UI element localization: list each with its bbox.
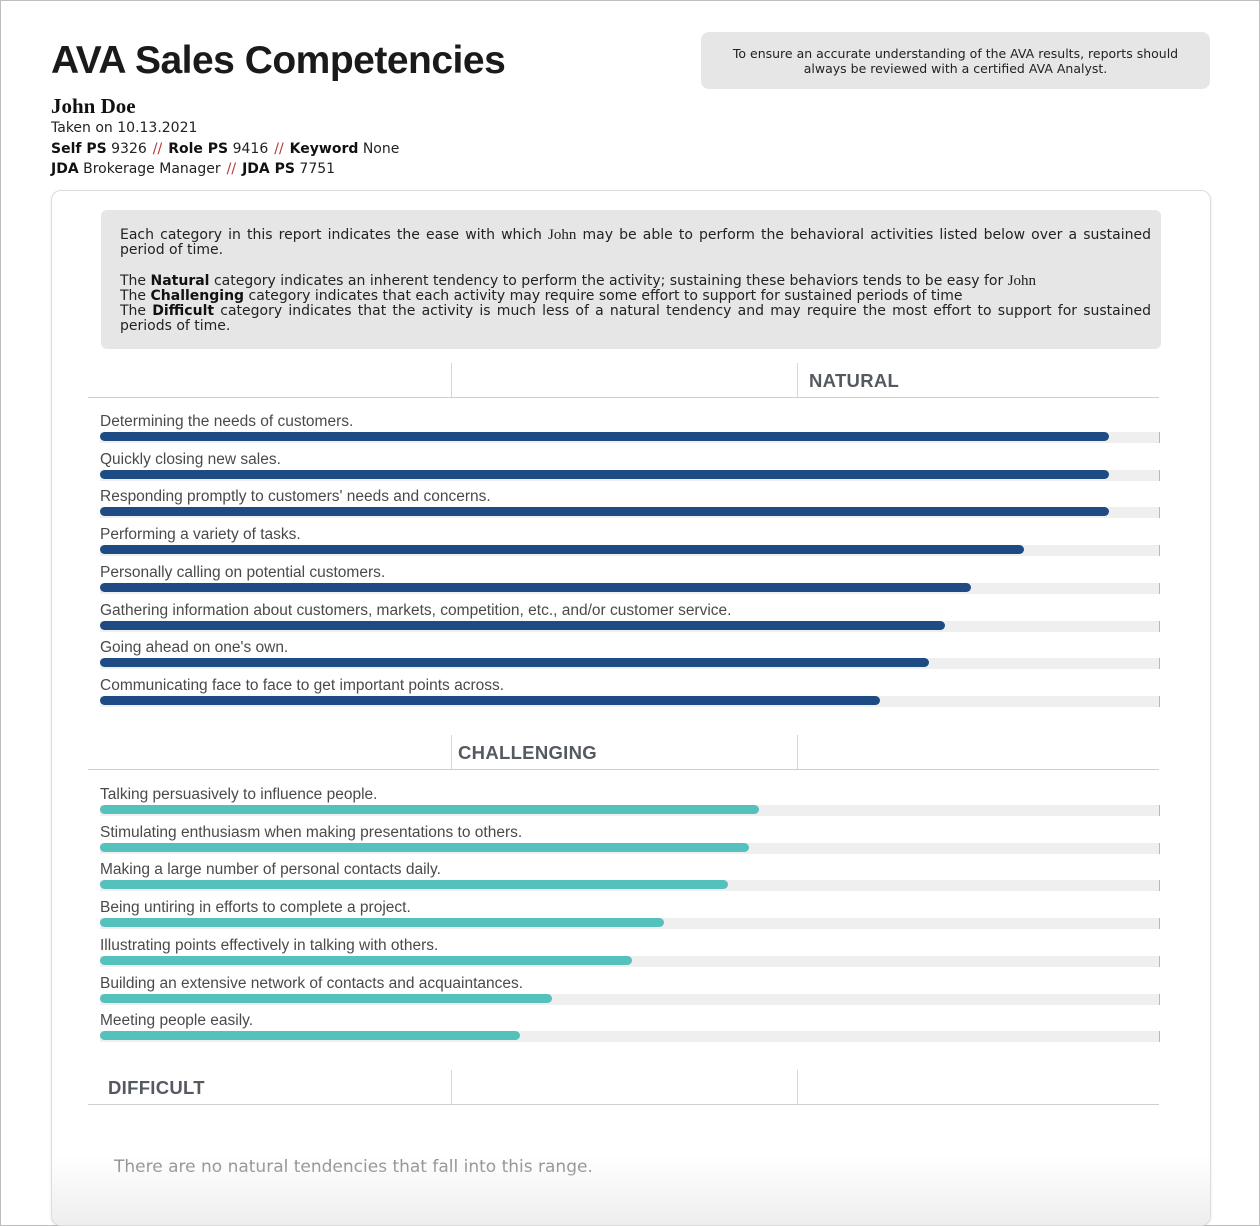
ps-line: Self PS 9326 // Role PS 9416 // Keyword None	[51, 139, 751, 160]
keyword-label: Keyword	[289, 140, 359, 157]
competency-row: Meeting people easily.	[100, 1012, 1160, 1046]
competency-bar-track	[100, 918, 1160, 930]
jda-label: JDA	[51, 161, 79, 177]
competency-bar-fill	[100, 658, 929, 668]
competency-label: Quickly closing new sales.	[100, 450, 281, 468]
jda-value: Brokerage Manager	[83, 161, 221, 177]
competencies-card: Each category in this report indicates t…	[51, 190, 1211, 1226]
competency-label: Responding promptly to customers' needs …	[100, 488, 491, 506]
taken-prefix: Taken on	[51, 120, 113, 136]
competency-bar-track	[100, 469, 1160, 481]
competency-row: Communicating face to face to get import…	[100, 677, 1160, 711]
explanation-natural: The Natural category indicates an inhere…	[120, 273, 1037, 289]
competency-bar-track	[100, 955, 1160, 967]
competency-bar-fill	[100, 993, 552, 1003]
competency-bar-fill	[100, 582, 972, 592]
competency-bar-track	[100, 993, 1160, 1005]
analyst-notice: To ensure an accurate understanding of t…	[701, 32, 1210, 89]
notice-line-1: To ensure an accurate understanding of t…	[732, 46, 1179, 61]
section-header-natural: NATURAL	[88, 363, 1159, 398]
competency-bar-track	[100, 1031, 1160, 1043]
competency-row: Being untiring in efforts to complete a …	[100, 899, 1160, 933]
competency-row: Performing a variety of tasks.	[100, 526, 1160, 560]
competency-bar-track	[100, 695, 1160, 707]
competency-label: Talking persuasively to influence people…	[100, 786, 378, 803]
difficult-empty-message: There are no natural tendencies that fal…	[114, 1157, 593, 1177]
competency-label: Personally calling on potential customer…	[100, 563, 386, 581]
self-ps-label: Self PS	[51, 140, 107, 157]
competency-bar-track	[100, 620, 1160, 632]
competency-row: Making a large number of personal contac…	[100, 861, 1160, 895]
competency-bar-fill	[100, 880, 728, 890]
separator: //	[274, 140, 284, 157]
competency-label: Being untiring in efforts to complete a …	[100, 899, 411, 917]
competency-bar-track	[100, 582, 1160, 594]
competency-row: Stimulating enthusiasm when making prese…	[100, 824, 1160, 858]
jda-ps-value: 7751	[299, 161, 336, 177]
competency-bar-fill	[100, 842, 749, 852]
self-ps-value: 9326	[111, 140, 147, 157]
competency-bar-track	[100, 805, 1160, 816]
competency-bar-fill	[100, 695, 881, 705]
competency-bar-fill	[100, 955, 633, 965]
role-ps-label: Role PS	[168, 140, 229, 157]
competency-bar-fill	[100, 432, 1110, 441]
explanation-difficult: The Difficult category indicates that th…	[120, 303, 1152, 334]
competency-row: Talking persuasively to influence people…	[100, 786, 1160, 820]
competency-label: Gathering information about customers, m…	[100, 601, 732, 619]
competency-row: Determining the needs of customers.	[100, 413, 1160, 447]
competency-bar-track	[100, 880, 1160, 892]
competency-label: Performing a variety of tasks.	[100, 526, 301, 544]
competency-row: Illustrating points effectively in talki…	[100, 937, 1160, 971]
competency-label: Determining the needs of customers.	[100, 413, 354, 430]
competency-bar-fill	[100, 507, 1110, 517]
competency-label: Meeting people easily.	[100, 1012, 254, 1030]
section-label-natural: NATURAL	[809, 370, 900, 391]
report-header: AVA Sales Competencies John Doe Taken on…	[51, 37, 751, 180]
competency-bar-track	[100, 507, 1160, 519]
competency-bar-fill	[100, 918, 664, 928]
competency-bar-track	[100, 432, 1160, 443]
separator: //	[226, 161, 237, 177]
taken-date: 10.13.2021	[117, 120, 198, 136]
section-header-difficult: DIFFICULT	[88, 1070, 1159, 1105]
competency-row: Building an extensive network of contact…	[100, 975, 1160, 1009]
competency-bar-track	[100, 842, 1160, 854]
competency-label: Communicating face to face to get import…	[100, 676, 505, 694]
competency-label: Stimulating enthusiasm when making prese…	[100, 823, 523, 841]
competency-row: Responding promptly to customers' needs …	[100, 488, 1160, 522]
role-ps-value: 9416	[232, 140, 269, 157]
competency-bar-fill	[100, 1031, 520, 1041]
section-label-challenging: CHALLENGING	[458, 742, 597, 763]
jda-ps-label: JDA PS	[242, 161, 295, 177]
keyword-value: None	[362, 140, 400, 157]
competency-bar-fill	[100, 805, 760, 814]
jda-line: JDA Brokerage Manager // JDA PS 7751	[51, 159, 751, 180]
explanation-challenging: The Challenging category indicates that …	[120, 288, 963, 304]
competency-bar-fill	[100, 620, 945, 630]
competency-row: Going ahead on one's own.	[100, 639, 1160, 673]
competency-row: Gathering information about customers, m…	[100, 602, 1160, 636]
competency-label: Building an extensive network of contact…	[100, 974, 524, 992]
competency-bar-track	[100, 545, 1160, 557]
section-header-challenging: CHALLENGING	[88, 735, 1159, 770]
competency-bar-track	[100, 658, 1160, 670]
page-title: AVA Sales Competencies	[51, 39, 506, 82]
competency-label: Going ahead on one's own.	[100, 639, 289, 657]
taken-date-line: Taken on 10.13.2021	[51, 118, 751, 139]
competency-bar-fill	[100, 469, 1110, 479]
competency-label: Making a large number of personal contac…	[100, 861, 441, 879]
competency-row: Quickly closing new sales.	[100, 451, 1160, 485]
explanation-intro: Each category in this report indicates t…	[120, 227, 1152, 258]
notice-line-2: always be reviewed with a certified AVA …	[803, 60, 1108, 76]
person-name: John Doe	[51, 94, 136, 118]
section-label-difficult: DIFFICULT	[108, 1077, 205, 1098]
category-explanation: Each category in this report indicates t…	[101, 210, 1161, 349]
competency-bar-fill	[100, 545, 1025, 555]
competency-row: Personally calling on potential customer…	[100, 564, 1160, 598]
competency-label: Illustrating points effectively in talki…	[100, 936, 439, 954]
separator: //	[152, 140, 163, 157]
